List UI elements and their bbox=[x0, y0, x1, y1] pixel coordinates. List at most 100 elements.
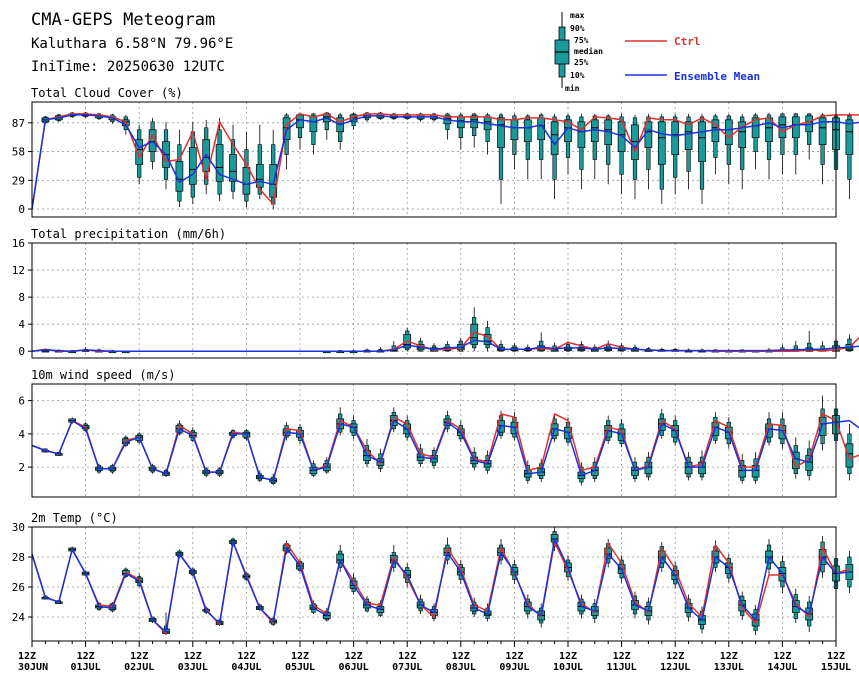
panel-temp: 24 26 28 30 bbox=[12, 521, 854, 642]
ensemble-box bbox=[818, 112, 827, 185]
panel-frame bbox=[31, 242, 837, 359]
box-inner bbox=[242, 167, 251, 195]
box-inner bbox=[657, 121, 666, 165]
ensemble-mean-line bbox=[31, 538, 850, 633]
ensemble-box bbox=[791, 112, 800, 175]
ctrl-line bbox=[31, 331, 859, 352]
x-tick-hour: 12Z bbox=[559, 651, 577, 662]
box-inner bbox=[188, 147, 197, 185]
ensemble-box bbox=[255, 124, 264, 200]
box-inner bbox=[791, 451, 800, 470]
box-inner bbox=[255, 164, 264, 188]
box-inner bbox=[845, 443, 854, 468]
box-inner bbox=[215, 144, 224, 182]
ensemble-box bbox=[510, 113, 519, 170]
ensemble-box bbox=[805, 112, 814, 160]
x-tick-date: 11JUL bbox=[607, 662, 637, 673]
x-tick-date: 30JUN bbox=[18, 662, 48, 673]
y-tick-label: 30 bbox=[12, 521, 25, 534]
x-tick-date: 10JUL bbox=[553, 662, 583, 673]
x-tick-hour: 12Z bbox=[237, 651, 255, 662]
ensemble-box bbox=[188, 121, 197, 205]
panel-frame bbox=[31, 101, 837, 218]
legend-p10-label: 10% bbox=[570, 71, 585, 80]
ensemble-mean-line bbox=[31, 114, 859, 210]
box-inner bbox=[296, 114, 304, 129]
x-tick-hour: 12Z bbox=[184, 651, 202, 662]
y-tick-label: 26 bbox=[12, 581, 25, 594]
ensemble-box bbox=[631, 114, 639, 200]
ensemble-box bbox=[631, 344, 639, 352]
box-inner bbox=[791, 116, 800, 139]
box-inner bbox=[497, 117, 505, 148]
ensemble-box bbox=[577, 113, 586, 190]
ensemble-box bbox=[684, 113, 693, 190]
x-tick-hour: 12Z bbox=[613, 651, 631, 662]
ensemble-mean-line bbox=[31, 339, 859, 352]
ensemble-box bbox=[724, 113, 733, 185]
x-tick-hour: 12Z bbox=[773, 651, 791, 662]
box-inner bbox=[631, 466, 639, 476]
ensemble-box bbox=[175, 129, 184, 208]
x-tick-date: 01JUL bbox=[71, 662, 101, 673]
y-tick-label: 12 bbox=[12, 264, 25, 277]
legend-p25-label: 25% bbox=[574, 58, 589, 67]
legend-min-label: min bbox=[565, 83, 580, 93]
y-tick-label: 4 bbox=[18, 428, 25, 441]
box-inner bbox=[577, 121, 586, 148]
ensemble-box bbox=[403, 327, 412, 352]
x-tick-date: 08JUL bbox=[446, 662, 476, 673]
box-inner bbox=[698, 121, 706, 162]
panel-title-temp: 2m Temp (°C) bbox=[31, 511, 118, 525]
legend-p90-label: 90% bbox=[570, 24, 585, 33]
x-axis: 12Z30JUN12Z01JUL12Z02JUL12Z03JUL12Z04JUL… bbox=[18, 641, 851, 673]
box-inner bbox=[510, 119, 519, 141]
ctrl-line bbox=[31, 113, 859, 210]
legend: max 90% 75% median 25% 10% min Ctrl Ense… bbox=[554, 11, 760, 93]
legend-p75-label: 75% bbox=[574, 36, 589, 45]
x-tick-date: 02JUL bbox=[124, 662, 154, 673]
box-inner bbox=[751, 117, 760, 139]
panel-wind: 2 4 6 bbox=[18, 383, 859, 498]
box-inner bbox=[550, 121, 559, 155]
y-tick-label: 4 bbox=[18, 318, 25, 331]
box-inner bbox=[738, 121, 747, 148]
ensemble-box bbox=[751, 112, 760, 170]
x-tick-hour: 12Z bbox=[452, 651, 470, 662]
x-tick-hour: 12Z bbox=[505, 651, 523, 662]
ensemble-box bbox=[470, 112, 479, 148]
ensemble-box bbox=[336, 112, 345, 150]
ensemble-box bbox=[604, 340, 613, 352]
box-inner bbox=[309, 115, 318, 133]
x-tick-date: 12JUL bbox=[660, 662, 690, 673]
ensemble-box bbox=[456, 112, 465, 150]
legend-mean-label: Ensemble Mean bbox=[674, 70, 760, 83]
ensemble-box bbox=[229, 124, 237, 200]
y-tick-label: 28 bbox=[12, 551, 25, 564]
x-tick-date: 05JUL bbox=[285, 662, 315, 673]
ensemble-box bbox=[845, 334, 854, 352]
y-tick-label: 24 bbox=[12, 611, 26, 624]
ensemble-box bbox=[537, 112, 546, 180]
ensemble-box bbox=[523, 344, 532, 352]
ensemble-box bbox=[483, 112, 492, 155]
box-inner bbox=[229, 154, 237, 182]
x-tick-hour: 12Z bbox=[77, 651, 95, 662]
x-tick-hour: 12Z bbox=[130, 651, 148, 662]
box-inner bbox=[845, 119, 854, 155]
ensemble-mean-line bbox=[31, 419, 859, 482]
ensemble-box bbox=[698, 113, 706, 205]
x-tick-date: 04JUL bbox=[231, 662, 261, 673]
x-tick-hour: 12Z bbox=[827, 651, 845, 662]
panel-frame bbox=[31, 383, 837, 498]
x-tick-date: 07JUL bbox=[392, 662, 422, 673]
init-time-label: IniTime: 20250630 12UTC bbox=[31, 59, 225, 75]
x-tick-hour: 12Z bbox=[720, 651, 738, 662]
ensemble-box bbox=[590, 113, 599, 180]
panel-title-wind: 10m wind speed (m/s) bbox=[31, 368, 176, 382]
box-inner bbox=[523, 119, 532, 143]
meteogram-title: CMA-GEPS Meteogram bbox=[31, 10, 215, 30]
box-inner bbox=[684, 121, 693, 150]
box-inner bbox=[604, 547, 613, 559]
